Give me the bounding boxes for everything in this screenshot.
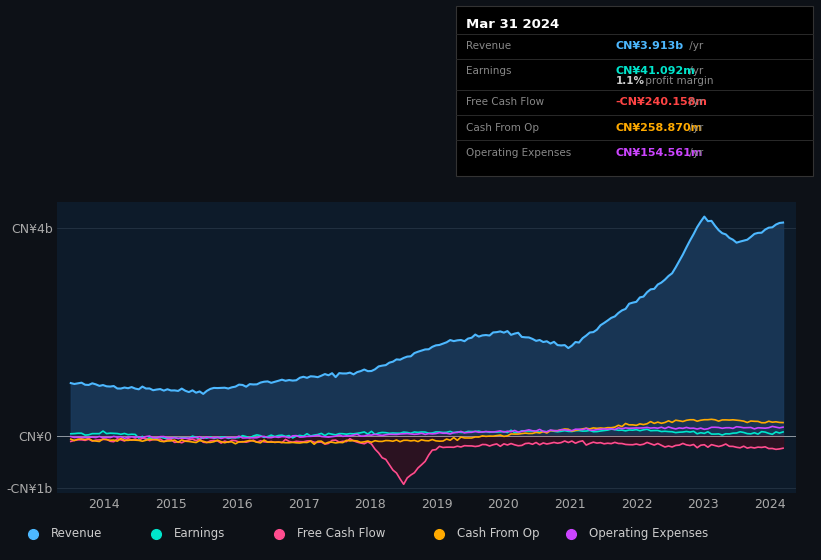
Text: CN¥3.913b: CN¥3.913b	[616, 41, 684, 52]
Text: -CN¥240.158m: -CN¥240.158m	[616, 97, 708, 108]
Text: Free Cash Flow: Free Cash Flow	[297, 528, 386, 540]
Text: Earnings: Earnings	[466, 66, 511, 76]
Text: Free Cash Flow: Free Cash Flow	[466, 97, 544, 108]
Text: Revenue: Revenue	[466, 41, 511, 52]
Text: Operating Expenses: Operating Expenses	[589, 528, 708, 540]
Text: profit margin: profit margin	[642, 76, 713, 86]
Text: Revenue: Revenue	[51, 528, 103, 540]
Text: /yr: /yr	[686, 66, 703, 76]
Text: /yr: /yr	[686, 97, 703, 108]
Text: /yr: /yr	[686, 123, 703, 133]
Text: CN¥258.870m: CN¥258.870m	[616, 123, 703, 133]
Text: Earnings: Earnings	[174, 528, 226, 540]
Text: Mar 31 2024: Mar 31 2024	[466, 18, 559, 31]
Text: Operating Expenses: Operating Expenses	[466, 148, 571, 158]
Text: 1.1%: 1.1%	[616, 76, 644, 86]
Text: CN¥154.561m: CN¥154.561m	[616, 148, 703, 158]
Text: /yr: /yr	[686, 148, 703, 158]
Text: Cash From Op: Cash From Op	[457, 528, 539, 540]
Text: Cash From Op: Cash From Op	[466, 123, 539, 133]
Text: CN¥41.092m: CN¥41.092m	[616, 66, 695, 76]
Text: /yr: /yr	[686, 41, 703, 52]
